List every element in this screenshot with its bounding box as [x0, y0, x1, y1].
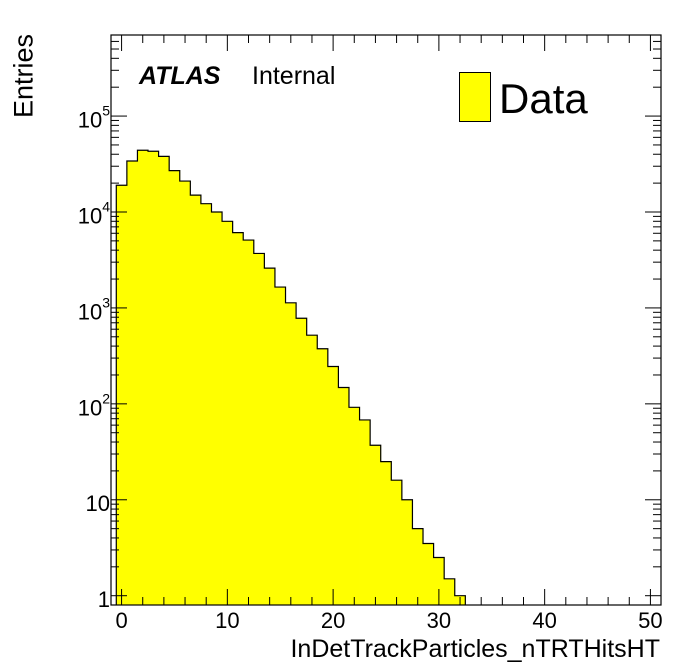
y-tick-label: 104: [77, 198, 110, 229]
x-tick-label: 40: [532, 608, 557, 633]
x-tick-label: 10: [215, 608, 240, 633]
histogram-bin: [158, 156, 170, 605]
x-tick-label: 0: [115, 608, 128, 633]
histogram-bin: [137, 150, 149, 605]
histogram-bin: [317, 348, 329, 605]
x-tick-label: 20: [320, 608, 346, 633]
histogram-bin: [232, 232, 244, 606]
histogram-bin: [359, 419, 371, 605]
y-tick-label: 10: [85, 490, 110, 516]
y-axis-label: Entries: [8, 33, 39, 119]
histogram-bin: [190, 195, 202, 605]
histogram-bin: [348, 407, 360, 605]
histogram-bin: [370, 445, 382, 605]
atlas-label: ATLAS: [139, 62, 221, 90]
histogram-bin: [380, 461, 392, 605]
histogram-bars: [115, 149, 466, 606]
histogram-bin: [179, 181, 191, 605]
legend-entry-data: Data: [499, 75, 588, 122]
histogram-bin: [253, 253, 265, 606]
x-tick-label: 30: [426, 608, 452, 633]
histogram-bin: [338, 387, 350, 605]
histogram-bin: [433, 557, 445, 605]
histogram-bin: [401, 499, 413, 605]
histogram-bin: [148, 151, 159, 605]
histogram-bin: [274, 287, 286, 605]
histogram-bin: [296, 318, 308, 605]
histogram-bin: [391, 480, 403, 605]
histogram-bin: [243, 240, 255, 605]
y-tick-label: 105: [77, 102, 110, 133]
legend-swatch: [459, 72, 491, 122]
histogram-bin: [222, 221, 234, 606]
histogram-bin: [169, 170, 181, 605]
histogram-bin: [200, 203, 212, 606]
histogram-bin: [285, 302, 297, 605]
histogram-bin: [116, 185, 128, 605]
plot-frame: [110, 34, 662, 606]
histogram-bin: [444, 578, 456, 605]
histogram-bin: [412, 528, 424, 605]
histogram-bin: [264, 268, 276, 605]
x-axis-label: InDetTrackParticles_nTRTHitsHT: [290, 635, 660, 663]
histogram-bin: [211, 211, 223, 605]
histogram-bin: [423, 543, 434, 605]
histogram-outline: [115, 149, 466, 605]
x-tick-label: 50: [638, 608, 663, 633]
axis-ticks: [111, 34, 661, 605]
y-tick-label: 102: [77, 390, 110, 421]
internal-label: Internal: [252, 62, 336, 90]
histogram-bin: [306, 335, 318, 605]
y-tick-label: 103: [77, 294, 110, 325]
y-tick-label: 1: [97, 586, 110, 612]
histogram-bin: [126, 161, 138, 605]
histogram-bin: [327, 366, 339, 605]
